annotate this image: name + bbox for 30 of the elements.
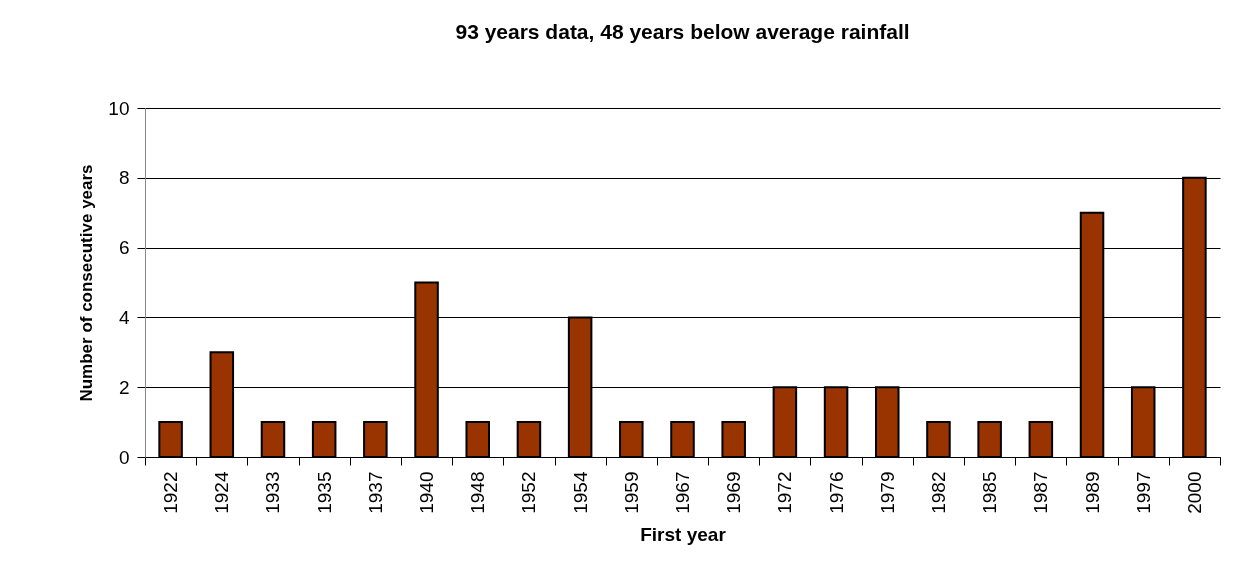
x-tick-label: 1969 (723, 471, 745, 514)
x-tick-label: 1924 (211, 471, 233, 514)
y-tick-label: 10 (108, 97, 130, 119)
chart-title: 93 years data, 48 years below average rainfall (455, 20, 910, 43)
x-tick-label: 1982 (927, 471, 949, 514)
x-tick-label: 1952 (518, 471, 540, 514)
x-tick-label: 1979 (876, 471, 898, 514)
x-tick-label: 1976 (825, 471, 847, 514)
x-axis-title: First year (640, 523, 727, 545)
x-tick-label: 1922 (160, 471, 182, 514)
y-tick-label: 8 (118, 167, 130, 189)
x-tick-label: 1948 (467, 471, 489, 514)
x-tick-label: 1987 (1030, 471, 1052, 514)
x-tick-label: 1959 (620, 471, 642, 514)
y-tick-label: 4 (118, 306, 130, 328)
x-tick-label: 1985 (979, 471, 1001, 514)
x-tick-label: 1954 (569, 471, 591, 514)
y-tick-label: 2 (118, 376, 130, 398)
x-tick-label: 1935 (313, 471, 335, 514)
y-axis-title: Number of consecutive years (77, 164, 97, 402)
x-tick-label: 1967 (672, 471, 693, 514)
y-tick-label: 0 (118, 446, 130, 468)
y-tick-label: 6 (118, 237, 130, 259)
x-tick-label: 1972 (774, 471, 796, 514)
x-tick-label: 1997 (1132, 471, 1154, 514)
x-tick-label: 1989 (1081, 471, 1103, 514)
x-tick-label: 1937 (364, 471, 386, 514)
x-tick-label: 1940 (416, 471, 438, 514)
x-tick-label: 2000 (1183, 471, 1205, 514)
x-tick-label: 1933 (262, 471, 284, 514)
